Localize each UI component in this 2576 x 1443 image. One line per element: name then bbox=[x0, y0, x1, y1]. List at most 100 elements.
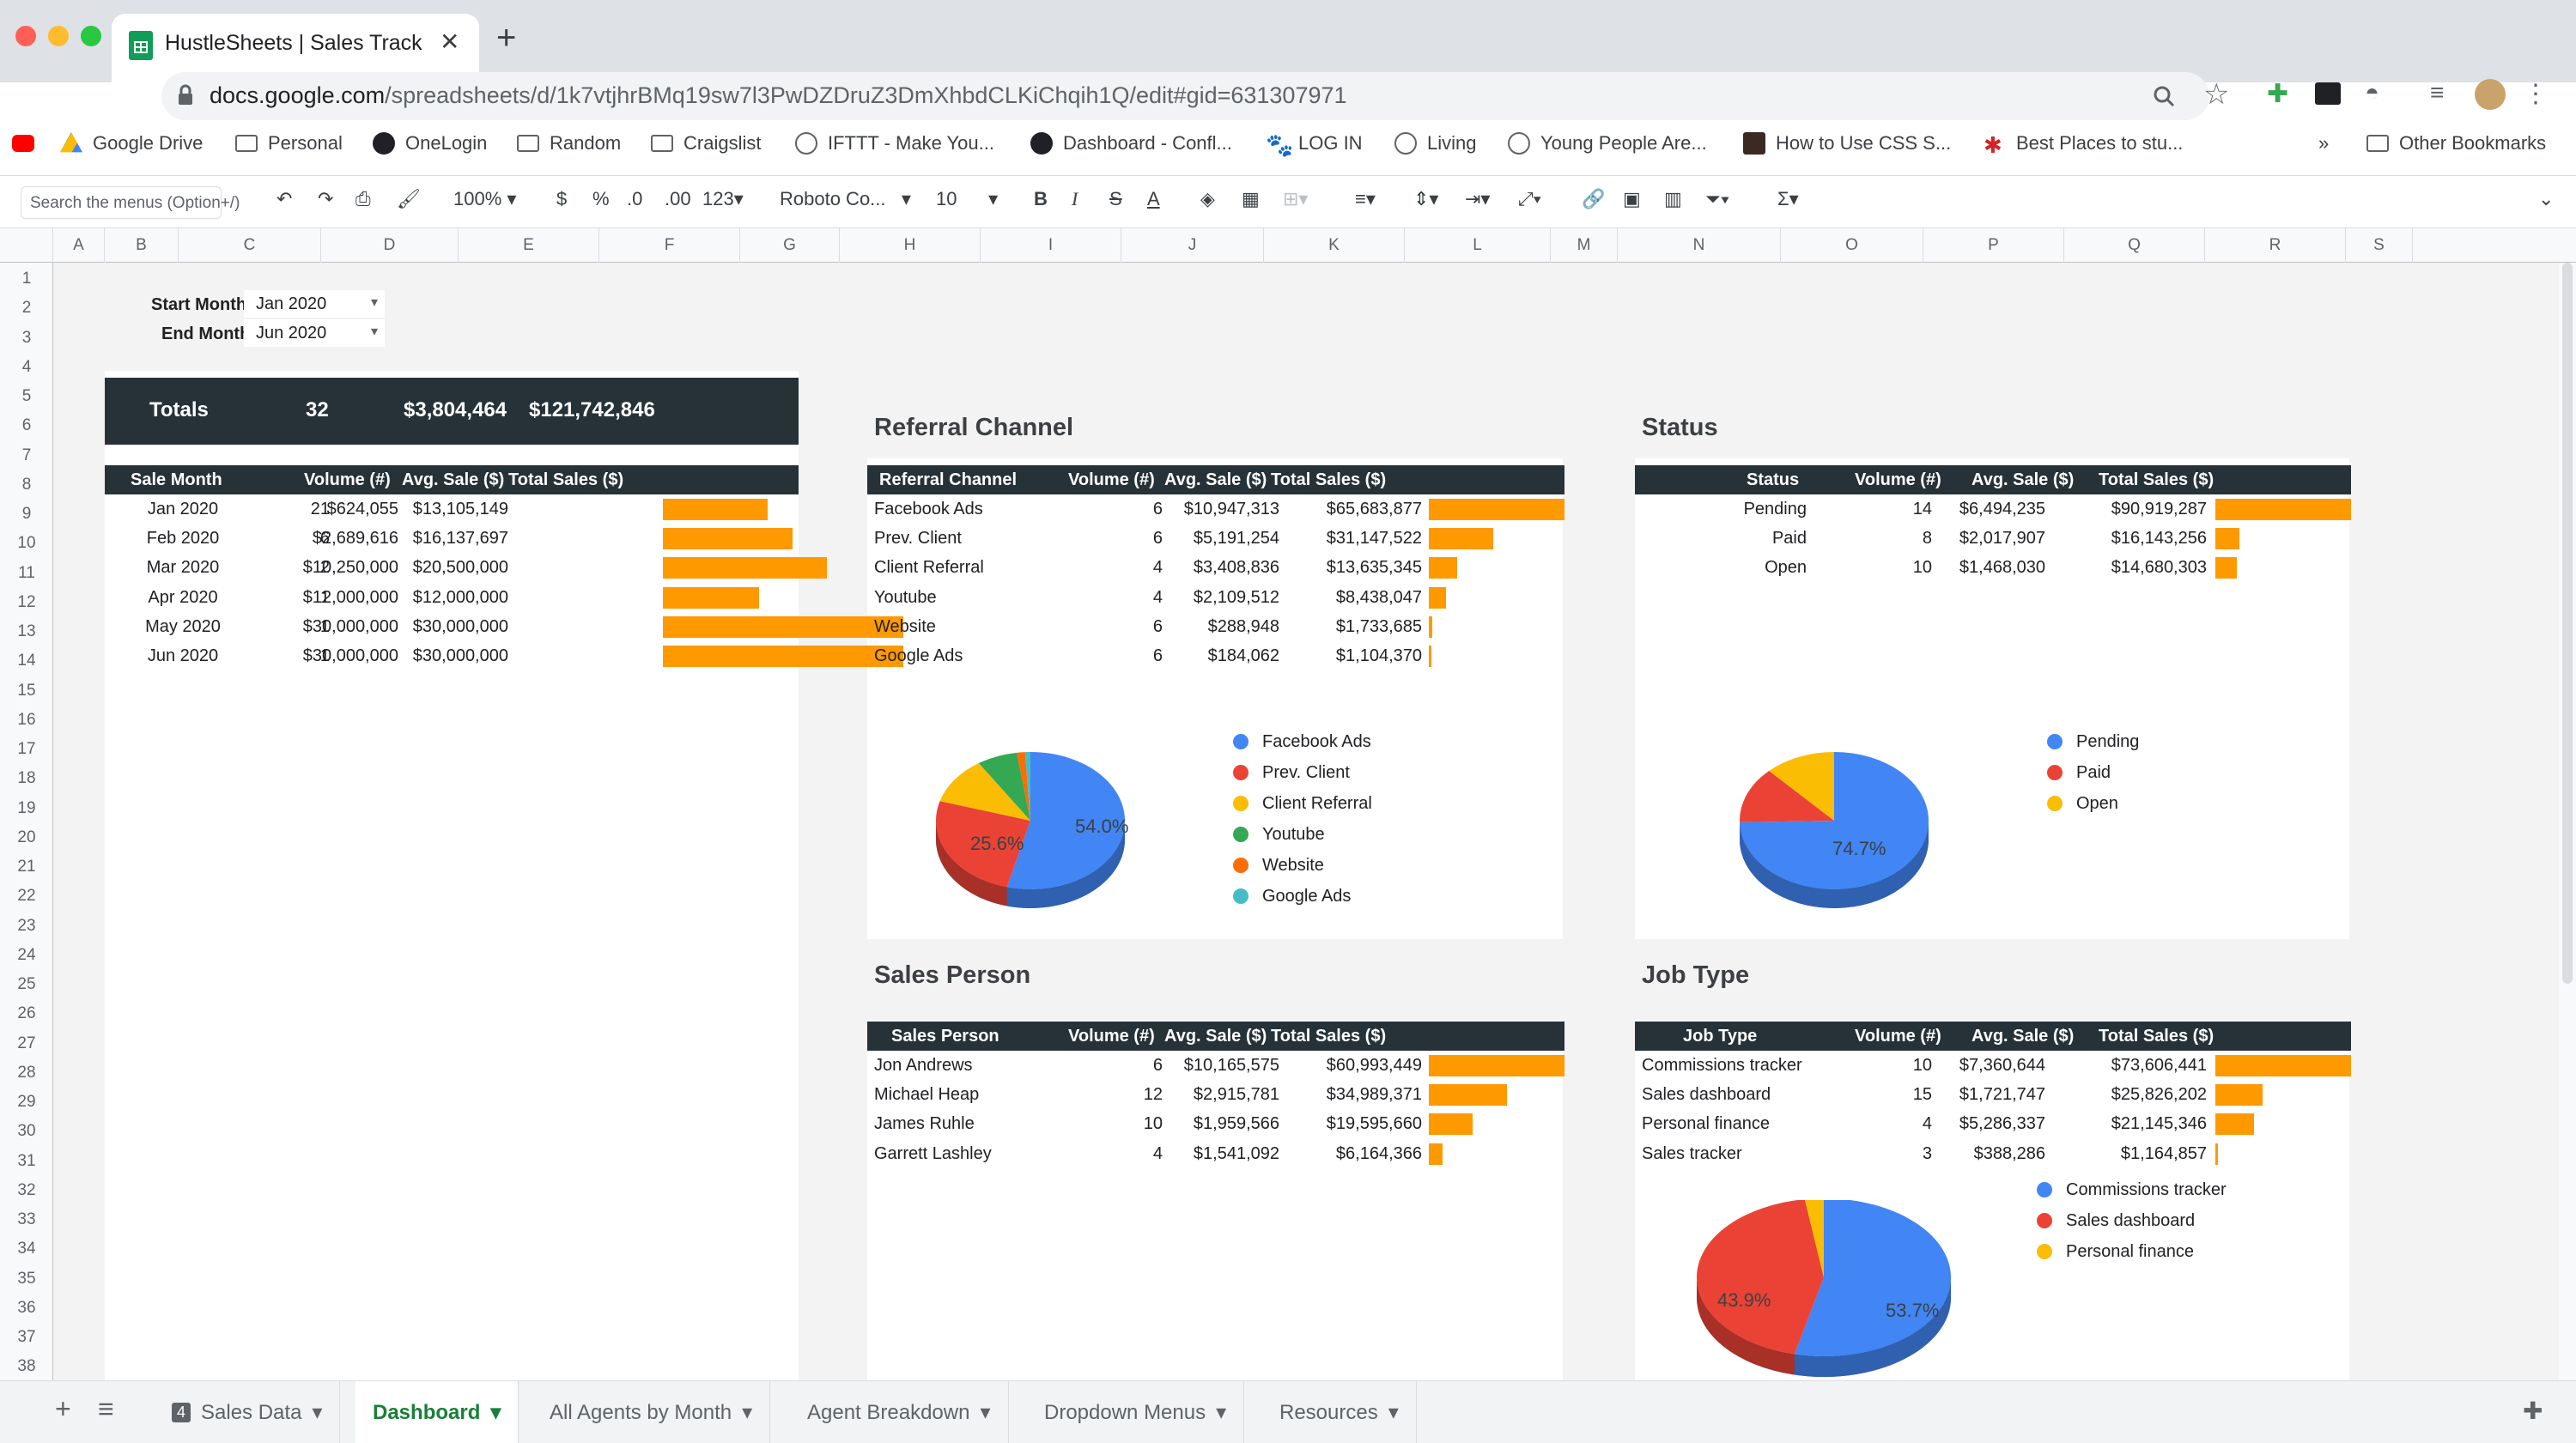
column-header[interactable]: E bbox=[459, 228, 599, 263]
extension-hat-icon[interactable]: ◓ bbox=[2365, 79, 2379, 106]
filter-icon[interactable]: ⏷▾ bbox=[1705, 188, 1730, 209]
tab-agent-breakdown[interactable]: Agent Breakdown ▾ bbox=[790, 1381, 1009, 1443]
row-header[interactable]: 9 bbox=[21, 505, 32, 523]
column-header[interactable]: H bbox=[840, 228, 981, 263]
tab-resources[interactable]: Resources ▾ bbox=[1262, 1381, 1417, 1443]
row-header[interactable]: 13 bbox=[17, 622, 36, 640]
bookmark-ifttt[interactable]: IFTTT - Make You... bbox=[795, 129, 994, 158]
currency-format-button[interactable]: $ bbox=[556, 188, 568, 209]
row-header[interactable]: 1 bbox=[21, 270, 32, 288]
insert-comment-icon[interactable]: ▣ bbox=[1623, 188, 1641, 209]
more-bookmarks-button[interactable]: » bbox=[2318, 129, 2329, 158]
zoom-search-icon[interactable] bbox=[2152, 84, 2176, 108]
scrollbar-thumb[interactable] bbox=[2562, 263, 2573, 984]
row-header[interactable]: 28 bbox=[17, 1063, 36, 1082]
row-header[interactable]: 12 bbox=[17, 592, 36, 611]
vertical-align-icon[interactable]: ⇕▾ bbox=[1413, 188, 1439, 209]
tab-dropdown-menus[interactable]: Dropdown Menus ▾ bbox=[1027, 1381, 1245, 1443]
tab-menu-icon[interactable]: ▾ bbox=[980, 1401, 991, 1424]
tab-menu-icon[interactable]: ▾ bbox=[490, 1401, 501, 1424]
column-header[interactable]: F bbox=[599, 228, 740, 263]
tab-dashboard[interactable]: Dashboard ▾ bbox=[355, 1381, 519, 1443]
browser-menu-icon[interactable]: ⋮ bbox=[2523, 80, 2549, 108]
print-icon[interactable]: ⎙ bbox=[355, 188, 371, 209]
menu-search-input[interactable]: Search the menus (Option+/) bbox=[21, 186, 240, 219]
functions-icon[interactable]: Σ▾ bbox=[1777, 188, 1799, 209]
row-header[interactable]: 17 bbox=[17, 740, 36, 758]
row-header[interactable]: 3 bbox=[21, 328, 32, 347]
tab-menu-icon[interactable]: ▾ bbox=[742, 1401, 753, 1424]
insert-link-icon[interactable]: 🔗 bbox=[1582, 188, 1606, 209]
bookmark-css[interactable]: How to Use CSS S... bbox=[1743, 129, 1951, 158]
bookmark-log-in[interactable]: 🐾 LOG IN bbox=[1266, 129, 1363, 158]
maximize-window-button[interactable] bbox=[81, 26, 101, 46]
column-header[interactable]: J bbox=[1121, 228, 1264, 263]
row-header[interactable]: 20 bbox=[17, 828, 36, 846]
column-header[interactable]: D bbox=[321, 228, 459, 263]
collapse-toolbar-icon[interactable]: ⌄ bbox=[2538, 188, 2555, 209]
row-header[interactable]: 29 bbox=[17, 1093, 36, 1111]
close-window-button[interactable] bbox=[15, 26, 36, 46]
row-header[interactable]: 31 bbox=[17, 1151, 36, 1170]
strikethrough-button[interactable]: S bbox=[1109, 188, 1122, 209]
column-header[interactable]: C bbox=[179, 228, 321, 263]
bookmark-craigslist[interactable]: Craigslist bbox=[651, 129, 761, 158]
fill-color-icon[interactable]: ◈ bbox=[1200, 188, 1215, 209]
new-tab-button[interactable]: + bbox=[496, 19, 517, 57]
row-header[interactable]: 32 bbox=[17, 1180, 36, 1199]
text-color-button[interactable]: A bbox=[1147, 188, 1160, 209]
row-header[interactable]: 38 bbox=[17, 1357, 36, 1376]
zoom-select[interactable]: 100% ▾ bbox=[453, 188, 517, 209]
undo-icon[interactable]: ↶ bbox=[276, 188, 293, 209]
bookmark-best-places[interactable]: ✱ Best Places to stu... bbox=[1984, 129, 2183, 158]
vertical-scrollbar[interactable] bbox=[2559, 263, 2576, 1380]
bookmark-star-icon[interactable]: ☆ bbox=[2203, 78, 2230, 111]
bold-button[interactable]: B bbox=[1034, 188, 1048, 209]
all-sheets-icon[interactable]: ≡ bbox=[98, 1393, 114, 1424]
minimize-window-button[interactable] bbox=[48, 26, 69, 46]
text-wrap-icon[interactable]: ⇥▾ bbox=[1465, 188, 1491, 209]
text-rotation-icon[interactable]: ⤢▾ bbox=[1518, 188, 1541, 209]
row-header[interactable]: 24 bbox=[17, 945, 36, 964]
more-formats-button[interactable]: 123▾ bbox=[702, 188, 744, 209]
percent-format-button[interactable]: % bbox=[592, 188, 610, 209]
add-sheet-icon[interactable]: + bbox=[55, 1393, 71, 1424]
column-header[interactable]: O bbox=[1781, 228, 1923, 263]
column-header[interactable]: A bbox=[53, 228, 105, 263]
row-header[interactable]: 21 bbox=[17, 858, 36, 876]
bookmark-young-people[interactable]: Young People Are... bbox=[1508, 129, 1707, 158]
row-header[interactable]: 5 bbox=[21, 387, 32, 405]
redo-icon[interactable]: ↷ bbox=[318, 188, 334, 209]
row-header[interactable]: 4 bbox=[21, 357, 32, 376]
row-header[interactable]: 11 bbox=[18, 563, 35, 582]
bookmark-personal[interactable]: Personal bbox=[235, 129, 343, 158]
merge-cells-icon[interactable]: ⊞▾ bbox=[1283, 188, 1309, 209]
italic-button[interactable]: I bbox=[1072, 188, 1078, 209]
row-header[interactable]: 16 bbox=[17, 710, 36, 729]
row-header[interactable]: 7 bbox=[21, 446, 32, 464]
tab-menu-icon[interactable]: ▾ bbox=[312, 1401, 323, 1424]
row-header[interactable]: 22 bbox=[17, 887, 36, 906]
column-header[interactable]: P bbox=[1923, 228, 2064, 263]
extension-fio-icon[interactable] bbox=[2315, 82, 2341, 105]
row-header[interactable]: 18 bbox=[17, 769, 36, 788]
row-header[interactable]: 30 bbox=[17, 1122, 36, 1141]
start-month-dropdown[interactable]: Jan 2020 ▾ bbox=[244, 290, 385, 318]
row-header[interactable]: 14 bbox=[17, 652, 36, 670]
row-header[interactable]: 15 bbox=[17, 681, 36, 700]
explore-icon[interactable]: ✚ bbox=[2523, 1398, 2543, 1424]
decrease-decimal-button[interactable]: .0 bbox=[627, 188, 643, 209]
font-select[interactable]: Roboto Co... ▾ bbox=[780, 188, 911, 209]
borders-icon[interactable]: ▦ bbox=[1242, 188, 1260, 209]
row-header[interactable]: 33 bbox=[17, 1210, 36, 1228]
row-header[interactable]: 36 bbox=[17, 1298, 36, 1317]
column-header[interactable]: L bbox=[1405, 228, 1551, 263]
select-all-corner[interactable] bbox=[0, 228, 53, 263]
row-header[interactable]: 8 bbox=[21, 475, 32, 494]
end-month-dropdown[interactable]: Jun 2020 ▾ bbox=[244, 319, 385, 347]
column-header[interactable]: B bbox=[105, 228, 179, 263]
address-bar[interactable]: docs.google.com/spreadsheets/d/1k7vtjhrB… bbox=[161, 72, 2229, 120]
bookmark-google-drive[interactable]: Google Drive bbox=[60, 129, 203, 158]
tab-menu-icon[interactable]: ▾ bbox=[1216, 1401, 1227, 1424]
row-header[interactable]: 10 bbox=[17, 534, 36, 553]
